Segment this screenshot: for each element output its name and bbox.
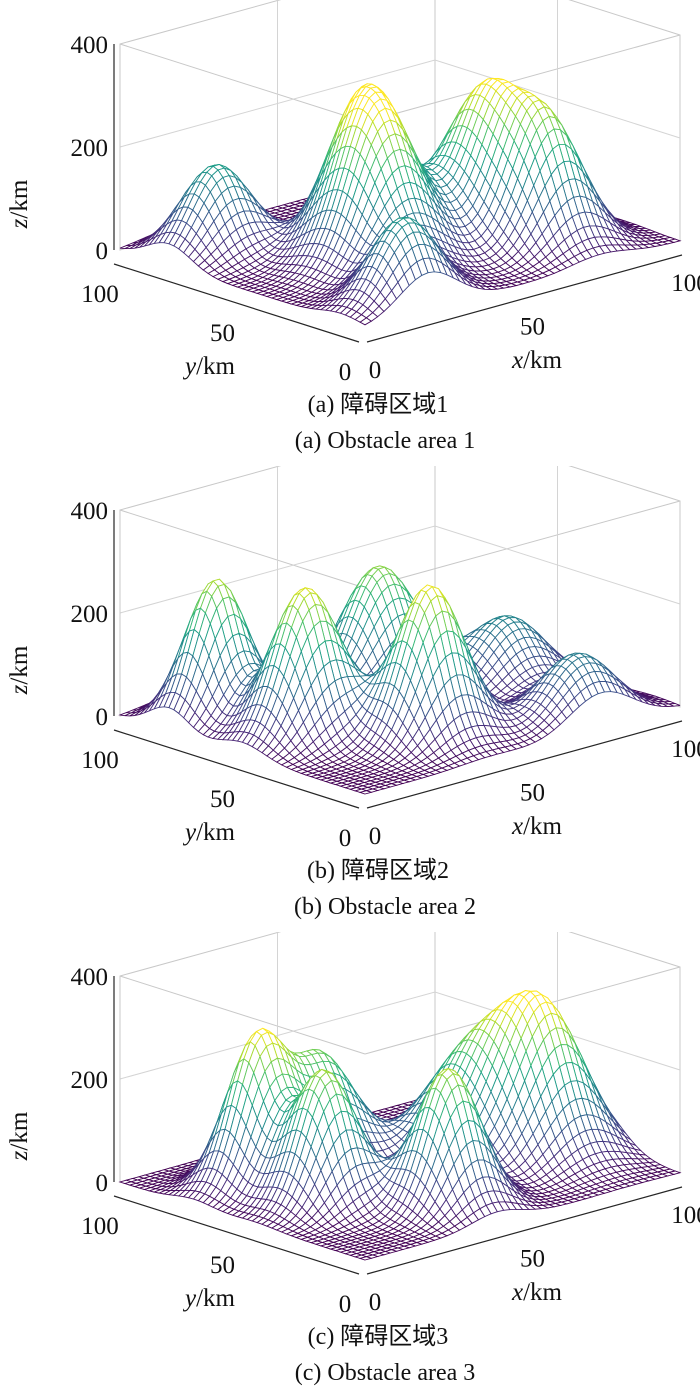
caption-cn: (a) 障碍区域1 [308, 391, 449, 418]
y-axis-unit: /km [196, 353, 235, 380]
z-tick-label: 0 [96, 238, 109, 265]
box-edge [119, 509, 366, 589]
x-tick-label: 50 [520, 314, 545, 341]
y-axis-var: y [182, 353, 197, 380]
surface-cell [359, 317, 373, 326]
surface-plot-a: 0501000501000200400z/kmy/kmx/km(a) 障碍区域1… [6, 0, 700, 454]
y-tick-label: 100 [81, 281, 119, 308]
gridline-z [119, 59, 681, 148]
surface-plot-b: 0501000501000200400z/kmy/kmx/km(b) 障碍区域2… [6, 466, 700, 920]
caption-en: (a) Obstacle area 1 [295, 428, 476, 454]
y-tick-label: 50 [210, 320, 235, 347]
z-axis-var: z [6, 218, 33, 229]
x-tick-label: 100 [671, 270, 700, 297]
gridline-z [119, 525, 681, 614]
x-axis-label: x/km [511, 347, 563, 374]
x-axis-line [366, 254, 683, 343]
box-edge [119, 43, 366, 123]
x-axis-unit: /km [523, 347, 562, 374]
x-tick-label: 0 [369, 357, 382, 384]
y-axis-label: y/km [182, 353, 236, 380]
y-tick-label: 0 [339, 359, 352, 386]
z-tick-label: 200 [71, 135, 109, 162]
surface-mesh [119, 77, 682, 326]
surface-mesh [118, 565, 681, 795]
box-edge [364, 34, 681, 123]
z-axis-unit: /km [6, 179, 33, 218]
z-axis-label: z/km [6, 179, 33, 229]
z-tick-label: 400 [71, 32, 109, 59]
x-axis-var: x [511, 347, 523, 374]
box-edge [364, 500, 681, 589]
y-axis-line [113, 263, 360, 343]
